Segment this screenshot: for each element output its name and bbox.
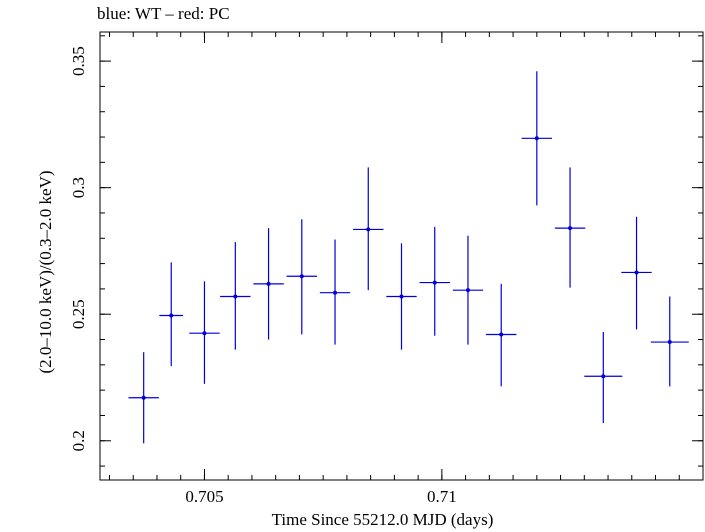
point-marker xyxy=(601,374,606,379)
point-marker xyxy=(432,280,437,285)
data-point xyxy=(386,243,417,350)
point-marker xyxy=(233,294,238,299)
y-tick-label: 0.2 xyxy=(69,430,88,451)
data-points xyxy=(128,71,689,444)
x-tick-label: 0.705 xyxy=(185,487,223,506)
y-axis-label: (2.0–10.0 keV)/(0.3–2.0 keV) xyxy=(36,170,55,374)
point-marker xyxy=(465,288,470,293)
point-marker xyxy=(399,294,404,299)
data-point xyxy=(353,167,384,291)
y-tick-label: 0.35 xyxy=(69,46,88,76)
axis-tick-labels: 0.705 0.71 0.2 0.25 0.3 0.35 xyxy=(69,46,457,506)
x-tick-label: 0.71 xyxy=(427,487,457,506)
data-point xyxy=(650,296,689,387)
data-point xyxy=(521,71,553,206)
point-marker xyxy=(667,340,672,345)
data-point xyxy=(159,262,184,367)
point-marker xyxy=(266,281,271,286)
point-marker xyxy=(299,274,304,279)
data-point xyxy=(189,281,220,384)
point-marker xyxy=(333,290,338,295)
data-point xyxy=(419,226,450,336)
point-marker xyxy=(568,226,573,231)
x-axis-label: Time Since 55212.0 MJD (days) xyxy=(271,510,494,529)
data-point xyxy=(128,352,159,444)
data-point xyxy=(319,239,351,345)
point-marker xyxy=(534,136,539,141)
axis-ticks xyxy=(100,32,704,480)
point-marker xyxy=(499,332,504,337)
data-point xyxy=(584,331,623,424)
chart-title: blue: WT – red: PC xyxy=(97,4,230,23)
point-marker xyxy=(169,313,174,318)
data-point xyxy=(220,242,251,350)
point-marker xyxy=(202,331,207,336)
y-tick-label: 0.3 xyxy=(69,177,88,198)
data-point xyxy=(554,167,586,288)
data-point xyxy=(486,283,517,387)
data-point xyxy=(452,235,484,345)
data-point xyxy=(253,228,284,340)
point-marker xyxy=(634,270,639,275)
point-marker xyxy=(366,227,371,232)
data-point xyxy=(621,216,652,330)
plot-frame xyxy=(99,31,704,481)
y-tick-label: 0.25 xyxy=(69,299,88,329)
data-point xyxy=(286,219,317,335)
point-marker xyxy=(141,395,146,400)
